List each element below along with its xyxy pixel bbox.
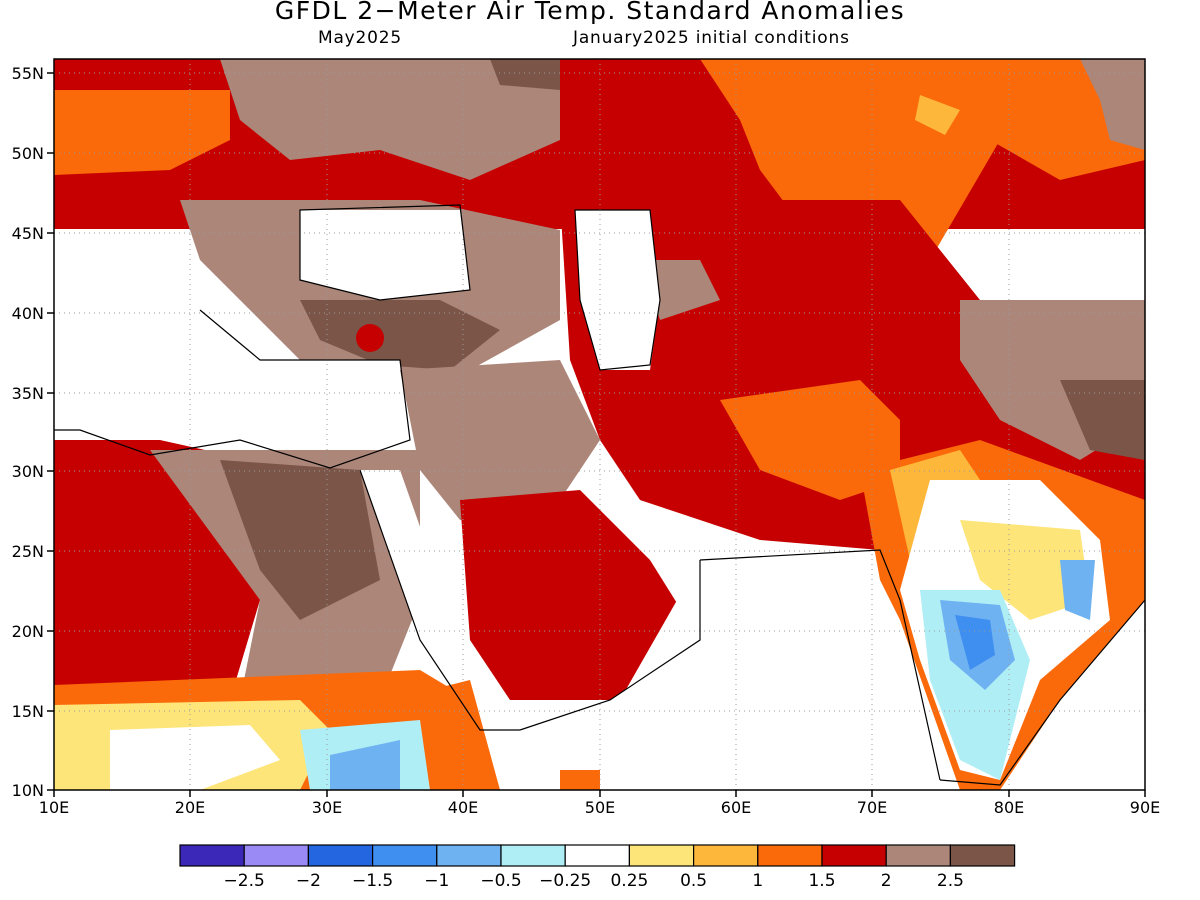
lat-label: 15N xyxy=(12,702,44,721)
lon-label: 80E xyxy=(994,798,1024,817)
lon-label: 10E xyxy=(39,798,69,817)
colorbar-swatch xyxy=(628,844,695,867)
valid-month-label: May2025 xyxy=(318,28,403,48)
colorbar-label: −0.25 xyxy=(539,871,591,891)
grid xyxy=(54,59,1145,790)
lon-label: 90E xyxy=(1130,798,1160,817)
lat-label: 30N xyxy=(12,462,44,481)
colorbar-label: −2 xyxy=(296,871,321,891)
lon-label: 20E xyxy=(175,798,205,817)
colorbar-label: −2.5 xyxy=(224,871,265,891)
lon-label: 70E xyxy=(857,798,887,817)
coastlines xyxy=(54,204,1145,786)
colorbar-label: 2.5 xyxy=(937,871,964,891)
colorbar-label: 0.5 xyxy=(680,871,707,891)
map-title: GFDL 2−Meter Air Temp. Standard Anomalie… xyxy=(274,0,906,25)
lon-label: 30E xyxy=(312,798,342,817)
colorbar-label: 0.25 xyxy=(610,871,648,891)
colorbar-swatch xyxy=(179,844,245,867)
lon-label: 60E xyxy=(721,798,751,817)
colorbar: −2.5 −2 −1.5 −1 −0.5 −0.25 0.25 0.5 1 1.5 2 2.5 xyxy=(179,844,1016,891)
colorbar-swatch xyxy=(949,844,1016,867)
lat-label: 25N xyxy=(12,542,44,561)
lon-label: 50E xyxy=(585,798,615,817)
colorbar-swatch xyxy=(243,844,309,867)
colorbar-swatch xyxy=(436,844,502,867)
lat-label: 40N xyxy=(12,304,44,323)
lon-labels: 10E 20E 30E 40E 50E 60E 70E 80E 90E xyxy=(39,798,1160,817)
lon-ticks xyxy=(53,790,1146,797)
colorbar-swatch xyxy=(307,844,374,867)
lat-label: 45N xyxy=(12,224,44,243)
colorbar-swatch xyxy=(821,844,887,867)
colorbar-swatch xyxy=(757,844,823,867)
lat-label: 20N xyxy=(12,622,44,641)
colorbar-swatch xyxy=(692,844,759,867)
init-conditions-label: January2025 initial conditions xyxy=(573,28,850,48)
lat-label: 35N xyxy=(12,384,44,403)
lat-labels: 55N 50N 45N 40N 35N 30N 25N 20N 15N 10N xyxy=(12,64,44,800)
lat-label: 10N xyxy=(12,781,44,800)
colorbar-label: 1.5 xyxy=(808,871,835,891)
colorbar-swatch xyxy=(564,844,631,867)
colorbar-label: 2 xyxy=(881,871,892,891)
colorbar-label: 1 xyxy=(752,871,763,891)
lat-ticks xyxy=(47,72,54,791)
colorbar-swatch xyxy=(372,844,438,867)
colorbar-swatch xyxy=(885,844,952,867)
colorbar-label: −0.5 xyxy=(480,871,521,891)
anomaly-field xyxy=(54,59,1145,790)
colorbar-label: −1.5 xyxy=(352,871,393,891)
lat-label: 55N xyxy=(12,64,44,83)
lat-label: 50N xyxy=(12,144,44,163)
lon-label: 40E xyxy=(448,798,478,817)
colorbar-label: −1 xyxy=(424,871,449,891)
colorbar-swatch xyxy=(500,844,566,867)
